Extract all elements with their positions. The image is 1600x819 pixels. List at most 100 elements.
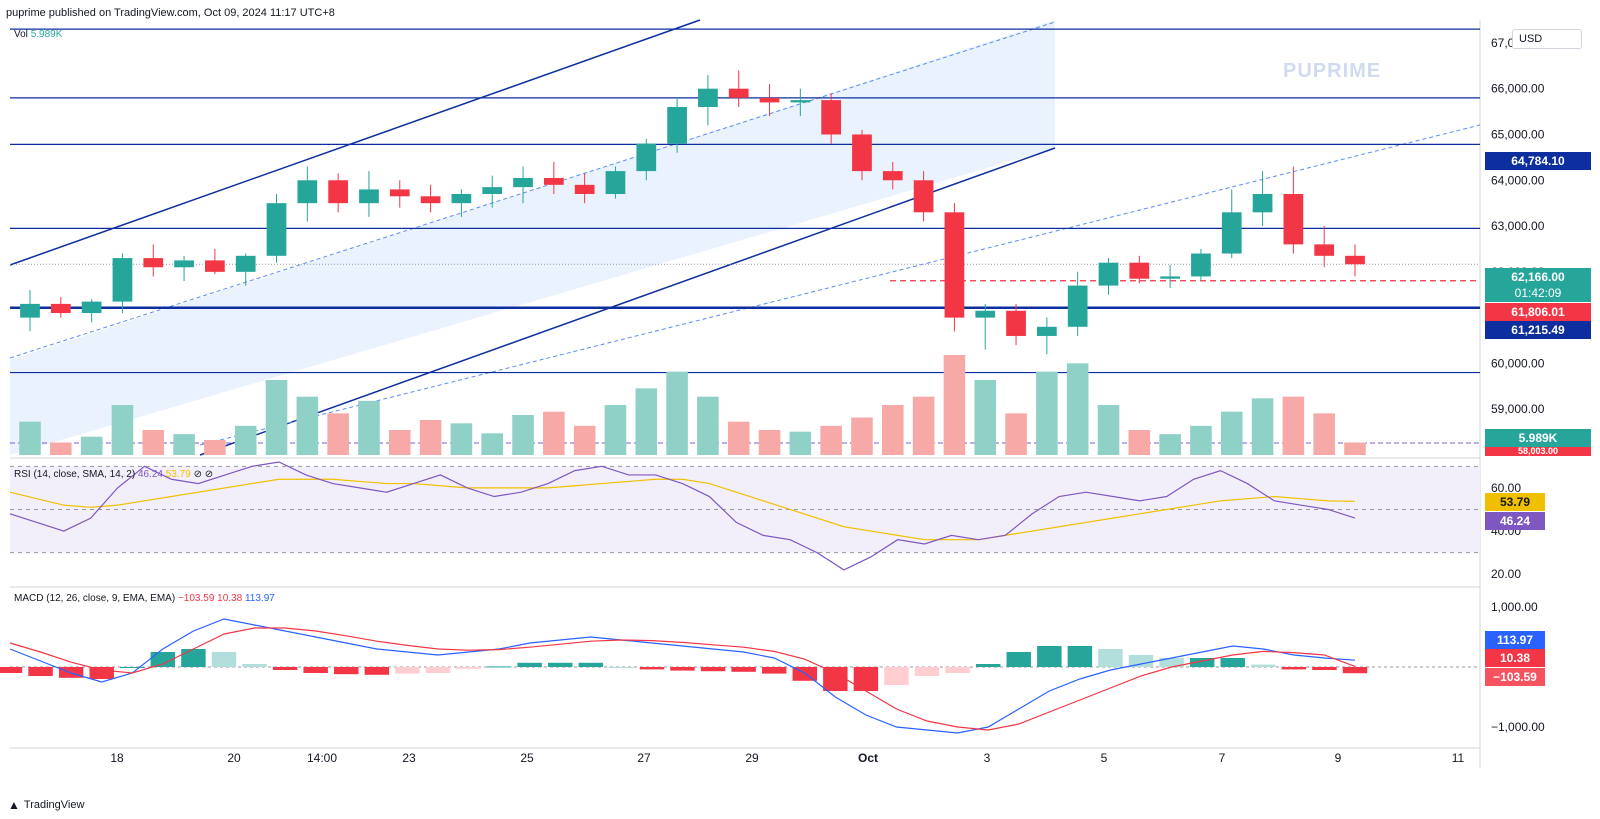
price-tick-label: 66,000.00 [1491, 82, 1545, 96]
volume-bar [1251, 398, 1274, 455]
price-tick-label: 64,000.00 [1491, 173, 1545, 187]
candle-body [1252, 194, 1273, 213]
time-tick-label: 25 [520, 751, 534, 765]
volume-bar [789, 431, 812, 455]
time-tick-label: 11 [1452, 751, 1465, 765]
price-tick-label: 60,000.00 [1491, 356, 1545, 370]
macd-signal-legend-value: 10.38 [217, 593, 243, 604]
volume-bar [1036, 371, 1058, 455]
candle-body [944, 212, 965, 318]
volume-bar [450, 423, 473, 455]
macd-histogram-bar [1281, 667, 1307, 670]
candle-body [852, 134, 872, 172]
candle-body [328, 180, 348, 204]
time-tick-label: 3 [984, 751, 991, 765]
macd-histogram-bar [272, 667, 298, 670]
candle-body [482, 187, 503, 194]
candle-body [1037, 326, 1057, 336]
time-tick-label: 9 [1335, 751, 1342, 765]
volume-bar [1159, 434, 1181, 455]
candle-body [759, 97, 780, 103]
price-tag-level-top: 64,784.10 [1485, 152, 1591, 170]
macd-histogram-bar [945, 667, 970, 673]
volume-bar [142, 430, 165, 455]
candle-body [451, 194, 472, 204]
publisher-caption: puprime published on TradingView.com, Oc… [6, 7, 335, 19]
volume-bar [666, 371, 688, 455]
footer-brand[interactable]: ▲ TradingView [8, 798, 84, 812]
candle-body [1345, 255, 1365, 265]
volume-bar [50, 442, 72, 455]
candles [20, 70, 1365, 355]
macd-histogram-bar [1006, 652, 1031, 667]
candle-body [1283, 194, 1304, 245]
volume-legend-value: 5.989K [30, 29, 63, 40]
macd-histogram-bar [1128, 655, 1154, 667]
rsi-legend: RSI (14, close, SMA, 14, 2) 46.24 53.79 … [14, 469, 213, 480]
rsi-legend-extra: ⊘ ⊘ [193, 469, 214, 480]
volume-bar [481, 433, 503, 455]
volume-bar [296, 396, 319, 455]
macd-histogram-bar [181, 649, 206, 667]
volume-bar [419, 420, 442, 455]
candle-body [20, 303, 40, 318]
candle-body [728, 88, 749, 98]
volume-bar [1097, 405, 1120, 455]
volume-bar [543, 411, 565, 455]
price-tag-hist: −103.59 [1485, 668, 1545, 686]
price-tag-rsi-ma: 53.79 [1485, 493, 1545, 511]
time-tick-label: Oct [858, 751, 878, 765]
macd-histogram-bar [486, 666, 512, 668]
candle-body [667, 107, 687, 144]
candle-body [698, 88, 718, 107]
candle-body [389, 189, 410, 197]
channel-upper-line [9, 19, 701, 266]
footer-brand-text: TradingView [23, 799, 85, 811]
macd-histogram-bar [89, 667, 114, 679]
volume-bar [573, 425, 596, 455]
candle-body [420, 196, 441, 204]
macd-histogram-bar [731, 667, 756, 672]
macd-histogram-bar [1220, 658, 1245, 667]
macd-histogram-bar [303, 667, 328, 673]
candle-body [1191, 253, 1211, 277]
rsi-line [9, 461, 1356, 571]
macd-histogram-bar [1312, 667, 1337, 670]
volume-bars [19, 355, 1366, 455]
candle-body [174, 260, 194, 268]
macd-histogram-bar [1342, 667, 1368, 674]
macd-histogram-bar [211, 652, 237, 667]
rsi-tick-label: 60.00 [1491, 481, 1521, 495]
macd-histogram-bar [975, 664, 1001, 667]
volume-bar [512, 415, 534, 455]
macd-histogram-bar [1098, 649, 1123, 667]
volume-bar [111, 405, 134, 455]
signal-line [9, 627, 1356, 731]
candle-body [636, 143, 657, 172]
volume-bar [974, 380, 997, 455]
price-tag-level-red: 61,806.01 [1485, 303, 1591, 321]
macd-histogram-bar [1037, 646, 1062, 667]
volume-legend-label: Vol [14, 29, 28, 40]
candle-body [266, 203, 287, 256]
macd-histogram-bar [578, 662, 604, 667]
volume-bar [820, 425, 842, 455]
macd-pane [0, 618, 1480, 734]
volume-bar [758, 430, 781, 455]
candle-body [821, 100, 842, 135]
macd-histogram-bar [1251, 664, 1276, 667]
watermark-logo: PUPRIME [1283, 60, 1382, 82]
macd-histogram-bar [670, 667, 695, 671]
candle-body [297, 180, 318, 204]
macd-histogram-bar [0, 667, 23, 673]
candle-body [81, 301, 102, 314]
time-tick-label: 27 [637, 751, 651, 765]
volume-bar [912, 396, 935, 455]
price-tag-level-blue: 61,215.49 [1485, 321, 1591, 339]
candle-body [1098, 262, 1119, 286]
macd-histogram-bar [914, 667, 940, 676]
volume-bar [1313, 413, 1335, 455]
currency-select[interactable]: USD [1512, 29, 1582, 49]
